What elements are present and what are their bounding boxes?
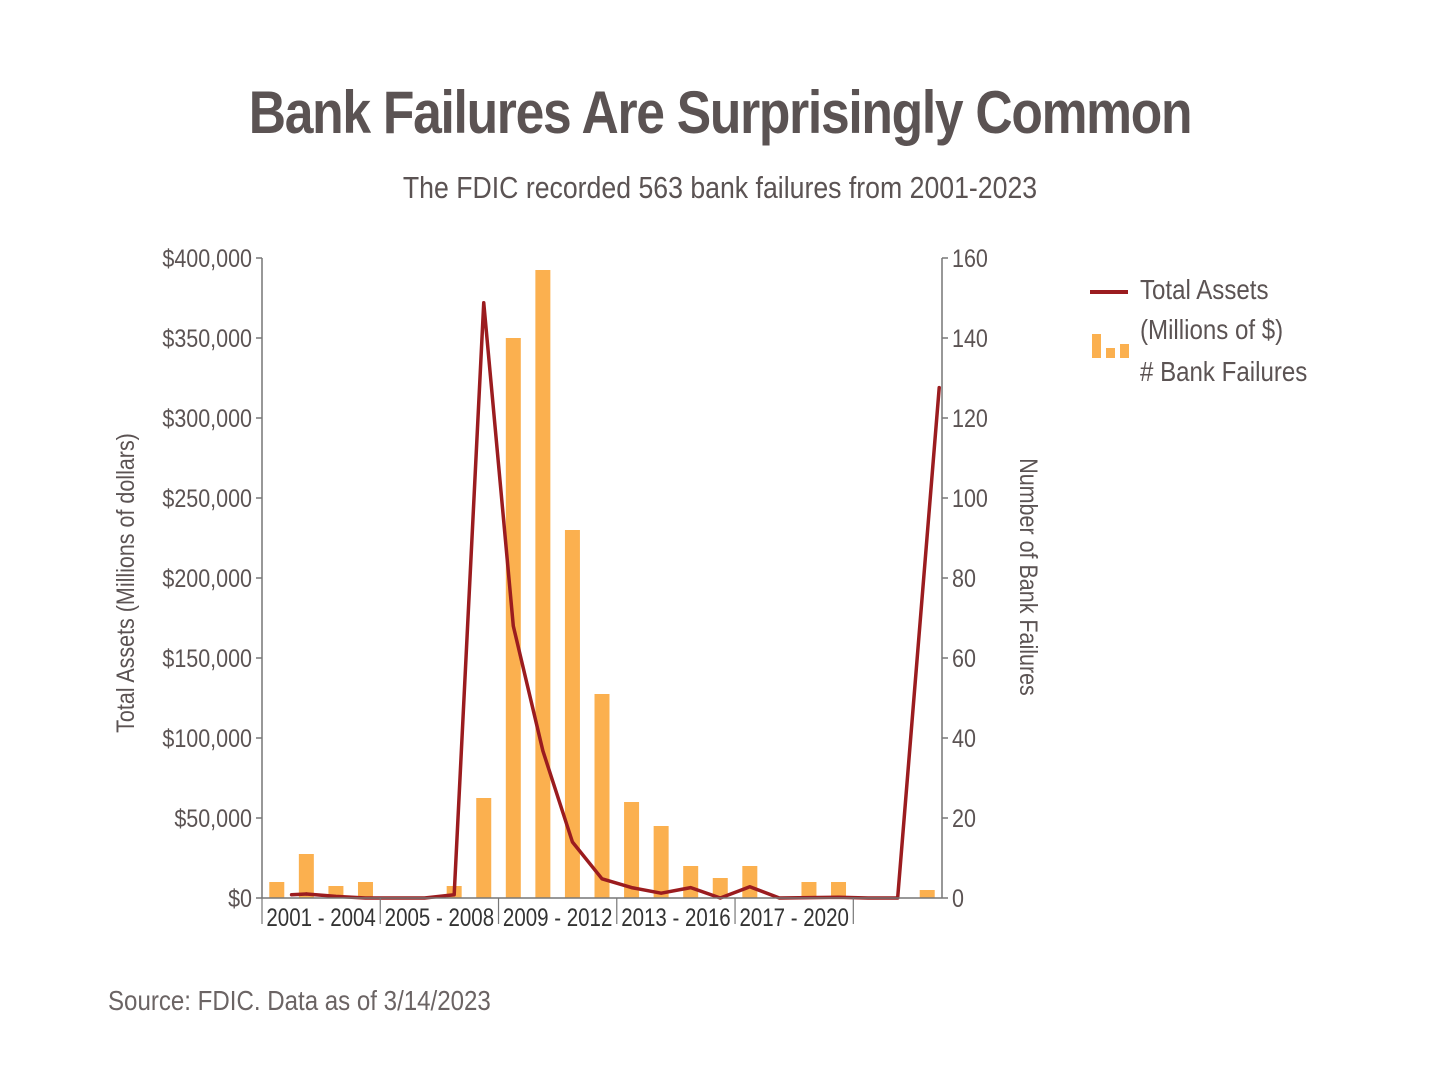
right-tick-label: 80: [952, 564, 976, 592]
left-tick-label: $400,000: [162, 244, 252, 272]
left-tick-label: $300,000: [162, 404, 252, 432]
right-tick-label: 140: [952, 324, 988, 352]
right-tick-label: 160: [952, 244, 988, 272]
bar-2019: [801, 882, 817, 898]
right-tick-label: 60: [952, 644, 976, 672]
bar-2013: [624, 802, 640, 898]
bar-2010: [535, 270, 551, 898]
x-group-label: 2005 - 2008: [385, 903, 494, 931]
left-tick-label: $200,000: [162, 564, 252, 592]
right-tick-label: 40: [952, 724, 976, 752]
bar-2017: [742, 866, 758, 898]
axes-layer: [256, 257, 948, 924]
legend-label-total-assets: Total Assets: [1140, 274, 1269, 305]
labels-layer: $0 $50,000 $100,000 $150,000 $200,000 $250,00…: [111, 244, 1042, 931]
line-layer: [289, 301, 941, 900]
left-axis-title: Total Assets (Millions of dollars): [111, 433, 139, 733]
legend-item-total-assets: Total Assets: [1090, 272, 1390, 312]
x-group-label: 2001 - 2004: [266, 903, 376, 931]
bar-2012: [594, 694, 610, 898]
right-tick-label: 0: [952, 884, 964, 912]
legend-label-bank-failures: # Bank Failures: [1140, 356, 1308, 387]
legend: Total Assets (Millions of $) # Bank Fail…: [1090, 272, 1390, 392]
total-assets-line: [304, 301, 941, 900]
x-group-label: 2017 - 2020: [739, 903, 848, 931]
left-tick-label: $150,000: [162, 644, 252, 672]
bar-2002: [298, 854, 314, 898]
left-tick-label: $100,000: [162, 724, 252, 752]
bar-2008: [476, 798, 492, 898]
total-assets-line-start: [289, 892, 309, 897]
bar-2020: [831, 882, 847, 898]
right-tick-label: 100: [952, 484, 988, 512]
bar-2011: [564, 530, 580, 898]
legend-label-total-assets-units: (Millions of $): [1140, 314, 1284, 345]
bar-2016: [712, 878, 728, 898]
x-group-label: 2009 - 2012: [503, 903, 612, 931]
chart-subtitle: The FDIC recorded 563 bank failures from…: [402, 170, 1038, 205]
legend-line-swatch: [1090, 290, 1128, 294]
legend-item-bank-failures: # Bank Failures: [1090, 352, 1390, 392]
left-tick-label: $50,000: [174, 804, 252, 832]
legend-item-total-assets-units: (Millions of $): [1090, 312, 1390, 352]
source-note: Source: FDIC. Data as of 3/14/2023: [108, 985, 491, 1016]
bars-layer: [269, 270, 935, 898]
bar-2023: [919, 890, 935, 898]
bar-2015: [683, 866, 699, 898]
bar-2014: [653, 826, 669, 898]
left-tick-label: $0: [228, 884, 252, 912]
x-group-label: 2013 - 2016: [621, 903, 730, 931]
left-tick-label: $350,000: [162, 324, 252, 352]
bar-2004: [357, 882, 373, 898]
right-tick-label: 20: [952, 804, 976, 832]
bar-2001: [269, 882, 285, 898]
right-tick-label: 120: [952, 404, 988, 432]
chart-title: Bank Failures Are Surprisingly Common: [248, 79, 1193, 146]
left-tick-label: $250,000: [162, 484, 252, 512]
right-axis-title: Number of Bank Failures: [1015, 458, 1043, 696]
